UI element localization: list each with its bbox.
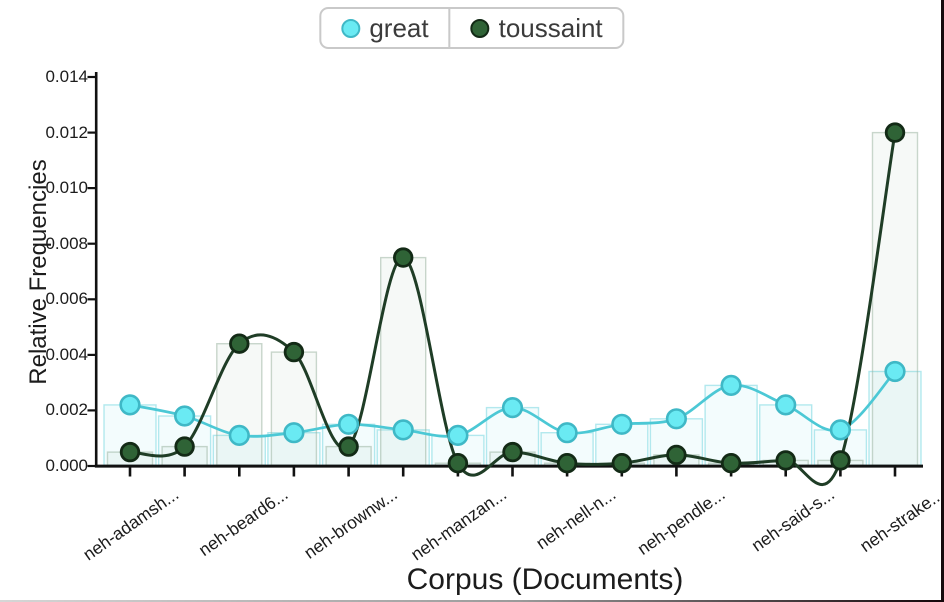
y-tick-label: 0.006 [45, 289, 88, 309]
x-tick-label: neh-nell-n... [532, 484, 619, 553]
x-tick-label: neh-said-s... [748, 484, 838, 556]
toussaint-point-marker[interactable] [447, 453, 469, 474]
toussaint-point-marker[interactable] [884, 122, 906, 143]
toussaint-point-marker[interactable] [666, 444, 687, 466]
toussaint-point-marker[interactable] [720, 453, 742, 474]
legend-label-toussaint: toussaint [498, 13, 603, 43]
x-tick-label: neh-brownw... [300, 484, 401, 563]
x-tick-label: neh-adamsh... [79, 484, 182, 565]
great-bar[interactable] [704, 384, 758, 466]
great-bar[interactable] [868, 370, 922, 466]
great-swatch-icon [341, 18, 361, 38]
great-point-marker[interactable] [174, 405, 196, 427]
panel-right-border [941, 0, 944, 602]
legend-item-toussaint[interactable]: toussaint [448, 9, 623, 47]
great-point-marker[interactable] [228, 424, 250, 447]
y-tick-label: 0.014 [45, 67, 88, 86]
great-point-marker[interactable] [447, 424, 469, 447]
great-point-marker[interactable] [501, 397, 524, 419]
y-tick-label: 0.008 [45, 233, 88, 253]
x-tick-label: neh-beard6... [195, 484, 292, 560]
toussaint-point-marker[interactable] [556, 453, 578, 474]
great-point-marker[interactable] [884, 360, 906, 383]
toussaint-bar[interactable] [216, 343, 263, 466]
great-point-marker[interactable] [720, 374, 742, 397]
great-point-marker[interactable] [392, 419, 414, 441]
great-point-marker[interactable] [775, 394, 797, 416]
toussaint-point-marker[interactable] [830, 450, 851, 471]
x-axis-title: Corpus (Documents) [406, 563, 684, 596]
great-point-marker[interactable] [611, 413, 633, 435]
x-tick-label: neh-manzan... [407, 484, 510, 565]
toussaint-point-marker[interactable] [611, 453, 633, 474]
legend-item-great[interactable]: great [321, 9, 448, 47]
great-point-marker[interactable] [829, 419, 852, 441]
toussaint-point-marker[interactable] [502, 441, 523, 463]
legend-label-great: great [369, 13, 429, 43]
toussaint-point-marker[interactable] [283, 341, 305, 363]
toussaint-bar[interactable] [270, 351, 318, 466]
y-tick-label: 0.004 [45, 344, 88, 364]
toussaint-point-marker[interactable] [393, 247, 414, 268]
toussaint-swatch-icon [470, 18, 490, 38]
y-tick-label: 0.012 [45, 122, 88, 142]
great-point-marker[interactable] [119, 394, 141, 416]
toussaint-bar[interactable] [871, 131, 919, 466]
y-tick-label: 0.010 [45, 178, 88, 198]
toussaint-point-marker[interactable] [119, 441, 141, 463]
toussaint-point-marker[interactable] [229, 333, 250, 354]
legend: great toussaint [319, 7, 625, 49]
great-point-marker[interactable] [556, 422, 578, 444]
toussaint-line [129, 132, 897, 487]
y-tick-label: 0.000 [45, 456, 88, 475]
great-point-marker[interactable] [338, 413, 360, 435]
x-tick-label: neh-pendle... [634, 484, 729, 559]
toussaint-point-marker[interactable] [775, 450, 796, 471]
toussaint-point-marker[interactable] [338, 436, 359, 457]
y-tick-label: 0.002 [45, 400, 88, 420]
x-tick-label: neh-strake... [856, 484, 944, 556]
toussaint-point-marker[interactable] [174, 436, 195, 457]
panel-bottom-border [0, 600, 944, 602]
great-point-marker[interactable] [283, 422, 305, 444]
great-point-marker[interactable] [665, 408, 688, 430]
